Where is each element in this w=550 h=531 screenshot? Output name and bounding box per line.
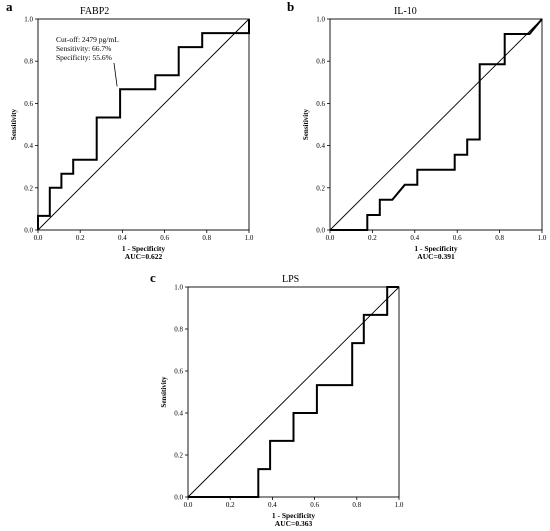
y-tick-label: 0.6 (24, 100, 33, 108)
x-tick-label: 0.2 (226, 501, 235, 509)
x-axis-label: 1 - Specificity (122, 244, 166, 253)
y-tick-label: 0.2 (174, 452, 183, 460)
chart-title: IL-10 (394, 6, 417, 17)
y-tick-label: 0.8 (174, 326, 183, 334)
y-tick-label: 0.8 (316, 58, 325, 66)
plot-frame (37, 18, 250, 231)
roc-panel-b: b IL-10 0.0 0.2 0.4 0.6 0.8 1.0 0.0 0.2 0.4 0.6 0.8 1… (287, 0, 547, 261)
auc-label: AUC=0.363 (275, 519, 313, 528)
cutoff-annotation-line: Cut-off: 2479 pg/mL (56, 35, 119, 44)
reference-diagonal (187, 286, 400, 498)
panel-letter: b (287, 0, 294, 14)
reference-diagonal (37, 18, 250, 231)
y-axis-label: Sensitivity (160, 376, 168, 408)
y-tick-label: 0.4 (24, 142, 33, 150)
y-tick-label: 0.4 (316, 142, 325, 150)
x-axis-label: 1 - Specificity (414, 244, 458, 253)
plot-frame (187, 286, 400, 498)
y-tick-label: 0.2 (316, 184, 325, 192)
panel-letter: a (6, 0, 13, 14)
roc-curve-b (330, 18, 543, 231)
y-tick-label: 1.0 (316, 16, 325, 24)
x-tick-label: 1.0 (538, 234, 547, 242)
y-tick-label: 0.0 (316, 227, 325, 235)
plot-frame (329, 18, 543, 231)
y-axis-label: Sensitivity (302, 108, 310, 140)
x-tick-label: 0.4 (410, 234, 419, 242)
x-tick-label: 0.8 (202, 234, 211, 242)
panel-letter: c (150, 270, 156, 285)
roc-panel-a: a FABP2 0.0 0.2 0.4 0.6 0.8 1.0 0.0 0.2 0.4 0.6 0.8 1… (6, 0, 254, 261)
cutoff-annotation-line: Sensitivity: 66.7% (56, 44, 111, 53)
reference-diagonal (329, 18, 543, 231)
auc-label: AUC=0.391 (417, 252, 455, 261)
roc-panel-c: c LPS 0.0 0.2 0.4 0.6 0.8 1.0 0.0 0.2 0.4 0.6 0.8 1.0… (150, 270, 404, 528)
y-tick-label: 0.6 (316, 100, 325, 108)
x-tick-label: 0.6 (160, 234, 169, 242)
roc-curve-c (188, 286, 399, 498)
x-tick-label: 0.8 (352, 501, 361, 509)
x-tick-label: 0.6 (453, 234, 462, 242)
x-tick-label: 0.0 (34, 234, 43, 242)
cutoff-annotation-line: Specificity: 55.6% (56, 53, 112, 62)
x-axis-label: 1 - Specificity (272, 511, 316, 520)
auc-label: AUC=0.622 (125, 252, 163, 261)
y-tick-label: 0.8 (24, 58, 33, 66)
x-tick-label: 0.4 (118, 234, 127, 242)
y-tick-label: 0.2 (24, 184, 33, 192)
chart-title: FABP2 (80, 6, 109, 17)
x-tick-label: 0.8 (495, 234, 504, 242)
x-tick-label: 1.0 (395, 501, 404, 509)
x-tick-label: 0.0 (326, 234, 335, 242)
y-tick-label: 1.0 (24, 16, 33, 24)
x-tick-label: 0.0 (184, 501, 193, 509)
x-tick-label: 0.4 (268, 501, 277, 509)
x-tick-label: 0.6 (310, 501, 319, 509)
x-tick-label: 0.2 (76, 234, 85, 242)
x-tick-label: 0.2 (368, 234, 377, 242)
y-axis-label: Sensitivity (10, 108, 18, 140)
x-tick-label: 1.0 (245, 234, 254, 242)
y-tick-label: 0.0 (174, 494, 183, 502)
y-tick-label: 1.0 (174, 284, 183, 292)
annotation-pointer (113, 62, 118, 87)
roc-curve-a (37, 19, 250, 230)
y-tick-label: 0.6 (174, 368, 183, 376)
chart-title: LPS (282, 274, 299, 285)
y-tick-label: 0.4 (174, 410, 183, 418)
y-tick-label: 0.0 (24, 227, 33, 235)
